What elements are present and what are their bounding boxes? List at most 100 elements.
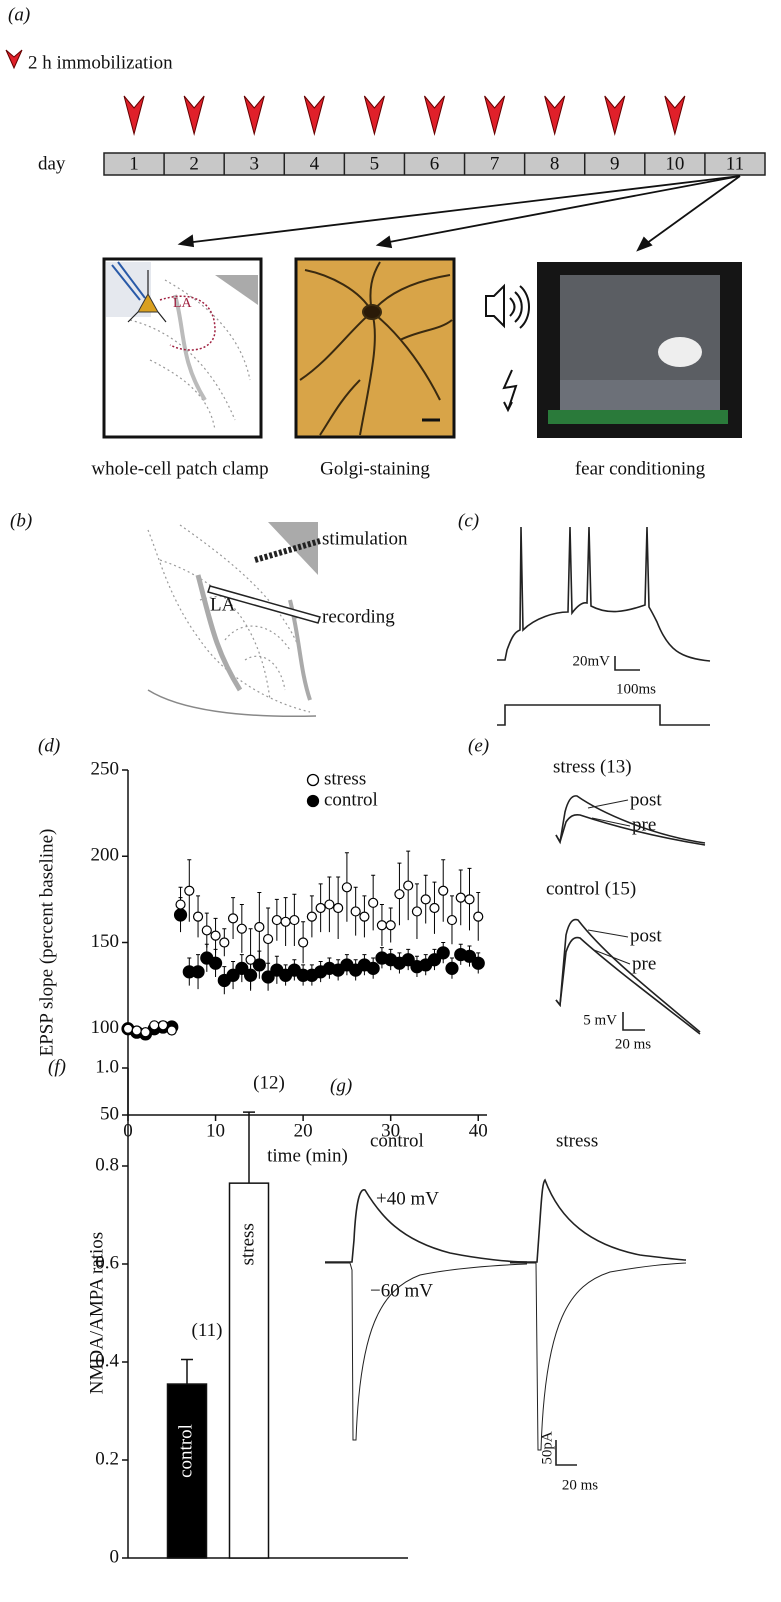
day-number: 9 xyxy=(610,153,620,174)
recording-label: recording xyxy=(322,606,395,627)
data-point xyxy=(261,970,275,984)
post-trace xyxy=(555,918,701,1033)
data-point xyxy=(166,1025,177,1036)
data-point xyxy=(471,956,485,970)
y-tick-label: 0.4 xyxy=(95,1350,119,1371)
data-point xyxy=(236,923,247,934)
data-point xyxy=(219,937,230,948)
data-point xyxy=(420,894,431,905)
y-tick-label: 0.8 xyxy=(95,1154,119,1175)
neuron-sketch xyxy=(299,261,453,436)
data-point xyxy=(427,953,442,967)
x-axis-label: time (min) xyxy=(267,1145,348,1166)
legend-label: control xyxy=(324,789,378,810)
negative-trace xyxy=(510,1262,687,1451)
legend-text: 2 h immobilization xyxy=(28,52,173,73)
data-point xyxy=(464,894,475,905)
current-step xyxy=(497,704,710,726)
data-point xyxy=(289,914,300,926)
y-tick-label: 1.0 xyxy=(95,1056,119,1077)
data-point xyxy=(429,902,440,914)
immobilization-marker xyxy=(183,95,205,136)
legend-label: stress xyxy=(324,768,366,789)
data-point xyxy=(366,961,380,975)
data-point xyxy=(298,937,309,948)
caption: whole-cell patch clamp xyxy=(91,458,268,479)
day-number: 7 xyxy=(490,153,500,174)
data-point xyxy=(306,911,317,922)
speaker-icon xyxy=(485,283,530,413)
day-number: 2 xyxy=(189,153,199,174)
region-label: LA xyxy=(173,296,193,311)
immobilization-marker xyxy=(123,95,145,136)
category-label: stress xyxy=(237,1223,258,1265)
legend-symbol xyxy=(306,773,320,787)
day-label: day xyxy=(38,153,66,174)
data-point xyxy=(262,933,274,945)
region-label: LA xyxy=(210,594,236,615)
data-point xyxy=(192,911,204,922)
immobilization-markers xyxy=(123,95,686,136)
pointer xyxy=(587,799,631,827)
y-tick-label: 200 xyxy=(91,845,120,866)
pre-trace xyxy=(555,936,701,1035)
x-tick-label: 40 xyxy=(469,1120,488,1141)
panel-label: (g) xyxy=(330,1075,352,1096)
positive-trace xyxy=(510,1178,687,1263)
scale-bar xyxy=(614,656,640,671)
trace-label: −60 mV xyxy=(370,1280,433,1301)
data-point xyxy=(210,930,221,941)
group-label: control xyxy=(370,1130,424,1151)
data-point xyxy=(341,882,353,893)
scale-label: 5 mV xyxy=(583,1012,617,1028)
data-point xyxy=(191,965,205,979)
day-number: 11 xyxy=(726,153,744,174)
timeline-bar xyxy=(103,152,766,176)
data-point xyxy=(122,1023,134,1034)
panel-label: (f) xyxy=(48,1056,66,1077)
data-point xyxy=(140,1027,151,1038)
scale-label: 20 ms xyxy=(562,1477,598,1493)
brain-sketch-inset: LA xyxy=(106,261,258,431)
timeline-arrows xyxy=(177,175,741,252)
data-point xyxy=(455,892,466,903)
data-point xyxy=(235,961,249,975)
data-point xyxy=(359,911,370,922)
post-trace xyxy=(555,795,706,845)
data-point xyxy=(411,906,423,917)
chamber-sketch xyxy=(548,275,728,424)
stimulation-label: stimulation xyxy=(322,528,408,549)
immobilization-marker xyxy=(484,95,506,136)
scale-label: 20mV xyxy=(573,653,611,669)
data-point xyxy=(445,961,459,975)
error-bar xyxy=(243,1111,255,1184)
immobilization-marker xyxy=(544,95,566,136)
data-point xyxy=(403,880,414,891)
scatter-chart: 50100150200250010203040time (min)EPSP sl… xyxy=(36,758,487,1166)
y-tick-label: 250 xyxy=(91,758,120,779)
data-point xyxy=(149,1020,160,1031)
bar xyxy=(166,1383,208,1559)
y-tick-label: 0 xyxy=(110,1546,120,1567)
y-tick-label: 50 xyxy=(100,1103,119,1124)
day-number: 10 xyxy=(665,153,684,174)
immobilization-marker xyxy=(303,95,325,136)
y-axis-label: EPSP slope (percent baseline) xyxy=(36,829,57,1057)
bar xyxy=(228,1182,270,1559)
trace-label: post xyxy=(630,789,662,810)
legend-symbol xyxy=(306,794,320,808)
pointer xyxy=(587,929,631,965)
data-point xyxy=(131,1025,142,1036)
brain-slice-sketch xyxy=(147,522,321,718)
panel-label: (a) xyxy=(8,4,30,25)
trace-label: pre xyxy=(632,953,656,974)
scale-bar xyxy=(555,1440,577,1466)
scale-bar xyxy=(622,1012,645,1031)
data-point xyxy=(350,906,361,917)
data-point xyxy=(315,902,326,914)
n-label: (12) xyxy=(253,1072,285,1093)
immobilization-marker xyxy=(363,95,385,136)
data-point xyxy=(446,914,458,926)
data-point xyxy=(462,949,477,963)
data-point xyxy=(368,897,379,908)
